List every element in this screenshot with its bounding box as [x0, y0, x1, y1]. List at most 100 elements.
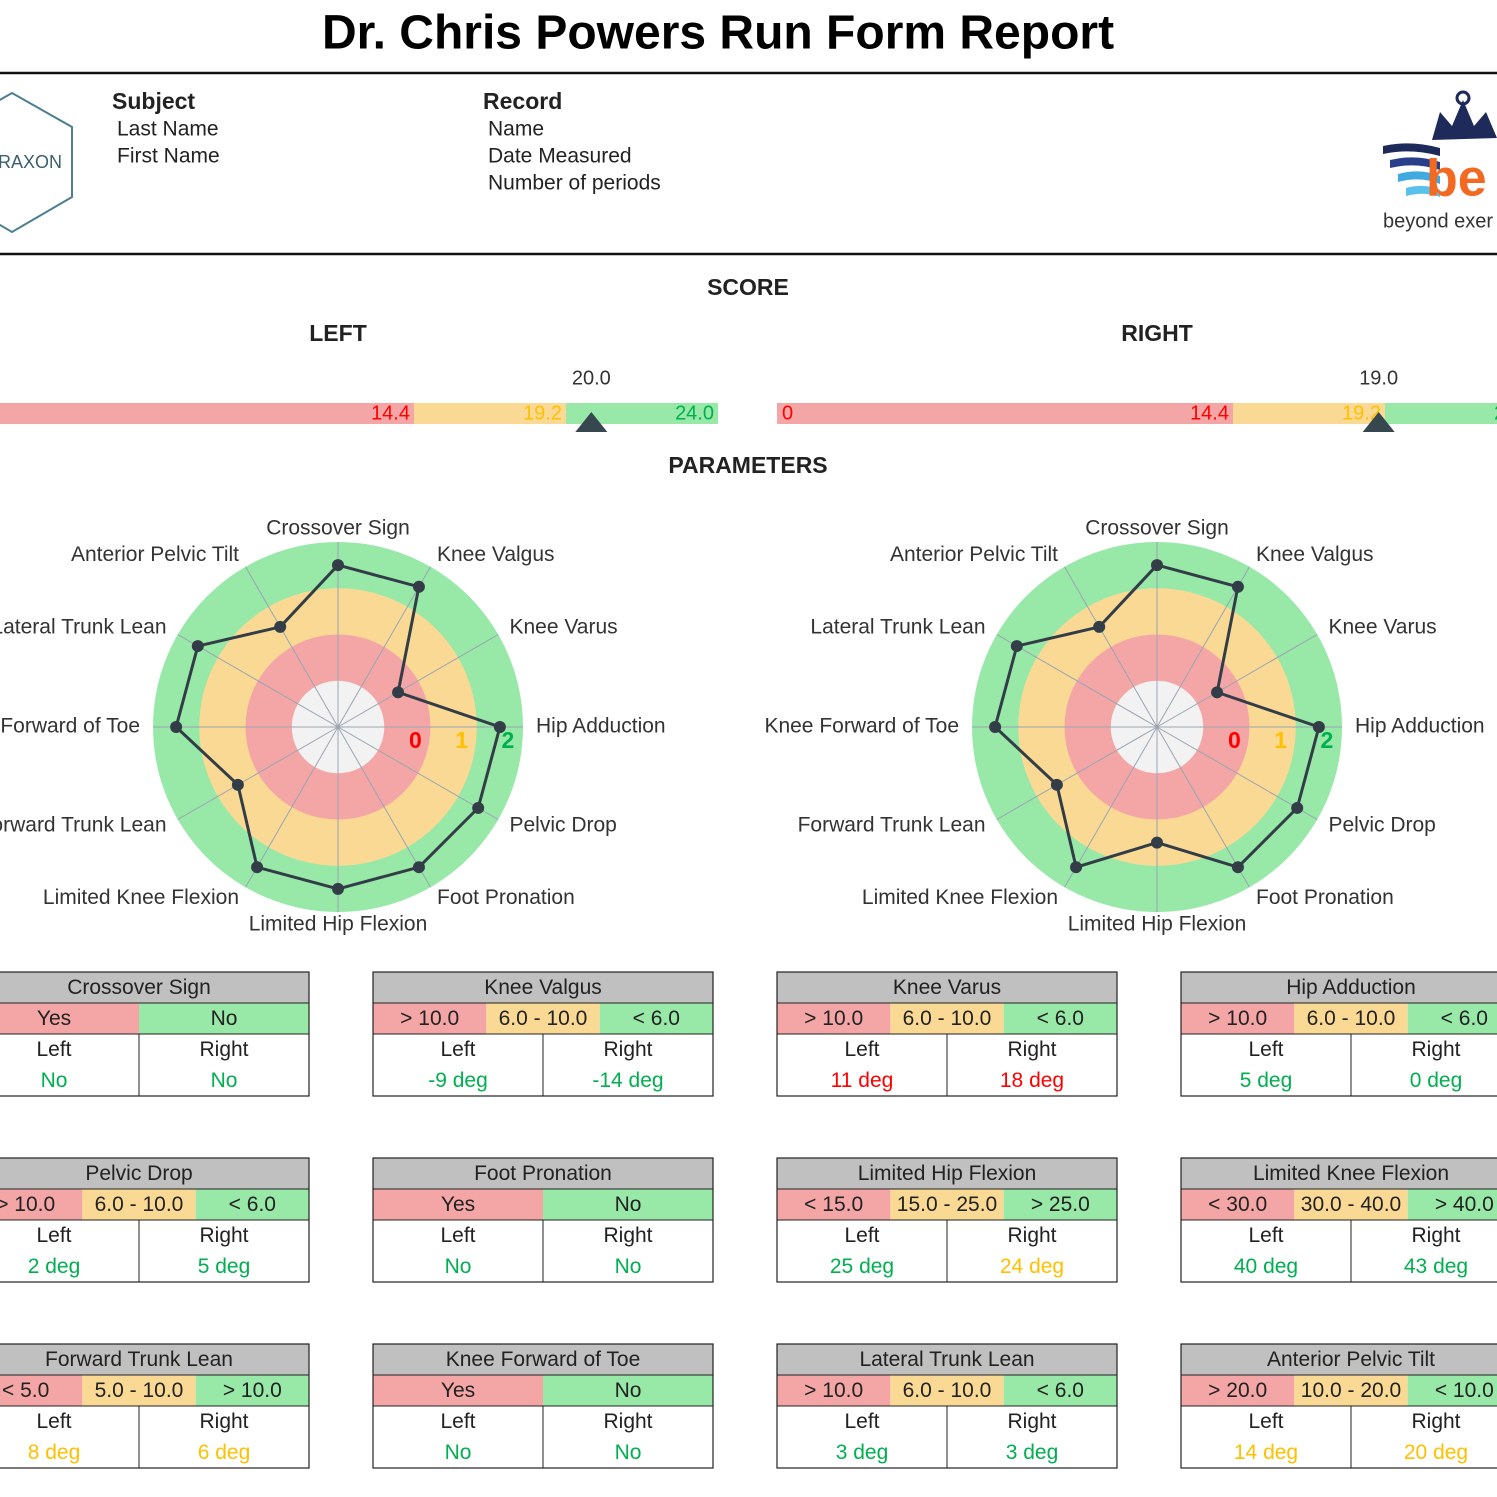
range-label: > 10.0 [804, 1379, 863, 1402]
range-label: > 25.0 [1031, 1193, 1090, 1216]
range-cell [890, 1189, 1004, 1220]
radar-point [1050, 778, 1063, 791]
parameter-value: No [41, 1069, 68, 1092]
radar-point [170, 721, 183, 733]
parameter-value: 3 deg [1006, 1441, 1059, 1464]
radar-spoke [337, 566, 431, 728]
radar-point [1010, 640, 1023, 653]
radar-axis-label: Hip Adduction [536, 715, 666, 738]
parameter-value: 40 deg [1234, 1255, 1298, 1278]
radar-scale-label: 1 [1274, 727, 1287, 753]
radar-spoke [1156, 726, 1318, 820]
radar-axis-label: Anterior Pelvic Tilt [71, 543, 239, 566]
range-cell [0, 1003, 139, 1034]
card-header [373, 1158, 713, 1189]
radar-spoke [1064, 566, 1158, 728]
radar-point [392, 686, 405, 699]
radar-point [251, 861, 264, 874]
side-label: Left [36, 1410, 71, 1433]
range-label: > 10.0 [0, 1193, 55, 1216]
parameter-value: 0 deg [1410, 1069, 1463, 1092]
parameter-value: 6 deg [198, 1441, 251, 1464]
range-label: < 5.0 [2, 1379, 49, 1402]
range-label: < 10.0 [1435, 1379, 1494, 1402]
parameter-value: No [615, 1255, 642, 1278]
card-header [0, 1158, 309, 1189]
range-cell [599, 1003, 713, 1034]
radar-point [274, 620, 287, 633]
logo-wave [1398, 171, 1440, 184]
range-cell [195, 1375, 309, 1406]
logo-right: be beyond exer [1383, 90, 1497, 232]
parameter-value: 25 deg [830, 1255, 894, 1278]
range-label: < 6.0 [229, 1193, 276, 1216]
side-label: Right [1007, 1038, 1056, 1061]
radar-point [1093, 620, 1106, 633]
side-label: Right [603, 1038, 652, 1061]
radar-scale-label: 1 [455, 727, 468, 753]
side-label: Left [844, 1410, 879, 1433]
radar-point [1151, 836, 1163, 849]
radar-axis-label: Anterior Pelvic Tilt [890, 543, 1058, 566]
radar-axis-label: Knee Varus [509, 616, 617, 639]
card-title: Pelvic Drop [85, 1162, 192, 1185]
radar-spoke [996, 726, 1158, 820]
range-cell [82, 1189, 196, 1220]
score-tick-label: 19.2 [523, 402, 562, 424]
card-title: Lateral Trunk Lean [859, 1348, 1034, 1371]
card-header [373, 972, 713, 1003]
range-cell [1003, 1189, 1117, 1220]
score-tick-label: 14.4 [371, 402, 410, 424]
card-header [777, 1158, 1117, 1189]
range-cell [543, 1375, 713, 1406]
range-label: < 6.0 [1037, 1007, 1084, 1030]
radar-spoke [245, 726, 339, 888]
radar-point [332, 559, 344, 572]
range-label: > 10.0 [223, 1379, 282, 1402]
score-band [1385, 403, 1497, 424]
radar-point [1070, 861, 1083, 874]
subject-field: First Name [117, 145, 220, 168]
card-header [1181, 1344, 1497, 1375]
side-label: Left [1248, 1410, 1283, 1433]
parameter-value: No [445, 1255, 472, 1278]
side-label: Right [1411, 1410, 1460, 1433]
range-label: 6.0 - 10.0 [903, 1007, 992, 1030]
side-title: LEFT [309, 320, 367, 346]
range-label: 6.0 - 10.0 [95, 1193, 184, 1216]
parameter-value: 18 deg [1000, 1069, 1064, 1092]
range-cell [1003, 1375, 1117, 1406]
side-label: Right [199, 1410, 248, 1433]
range-cell [1181, 1375, 1295, 1406]
range-label: No [211, 1007, 238, 1030]
radar-axis-label: Forward Trunk Lean [798, 814, 986, 837]
parameter-value: 14 deg [1234, 1441, 1298, 1464]
range-label: < 6.0 [633, 1007, 680, 1030]
side-label: Left [844, 1224, 879, 1247]
radar-point [1151, 559, 1163, 572]
score-value: 19.0 [1359, 367, 1398, 389]
radar-axis-label: Foot Pronation [437, 886, 575, 909]
side-label: Left [440, 1224, 475, 1247]
score-band [776, 403, 1233, 424]
parameter-value: 2 deg [28, 1255, 81, 1278]
radar-axis-label: Crossover Sign [1085, 517, 1229, 540]
logo-wave [1390, 157, 1440, 170]
radar-point [493, 721, 506, 733]
radar-scale-label: 0 [409, 727, 422, 753]
score-tick-label: 24.0 [1494, 402, 1497, 424]
range-cell [486, 1003, 600, 1034]
card-title: Anterior Pelvic Tilt [1267, 1348, 1435, 1371]
card-header [777, 1344, 1117, 1375]
side-title: RIGHT [1121, 320, 1193, 346]
score-band [566, 403, 719, 424]
radar-axis-label: Lateral Trunk Lean [810, 616, 985, 639]
score-tick-label: 19.2 [1342, 402, 1381, 424]
radar-axis-label: Forward Trunk Lean [0, 814, 167, 837]
range-label: > 10.0 [804, 1007, 863, 1030]
range-label: < 6.0 [1441, 1007, 1488, 1030]
parameters-title: PARAMETERS [668, 452, 827, 478]
card-header [1181, 1158, 1497, 1189]
radar-spoke [996, 634, 1158, 728]
range-cell [890, 1003, 1004, 1034]
